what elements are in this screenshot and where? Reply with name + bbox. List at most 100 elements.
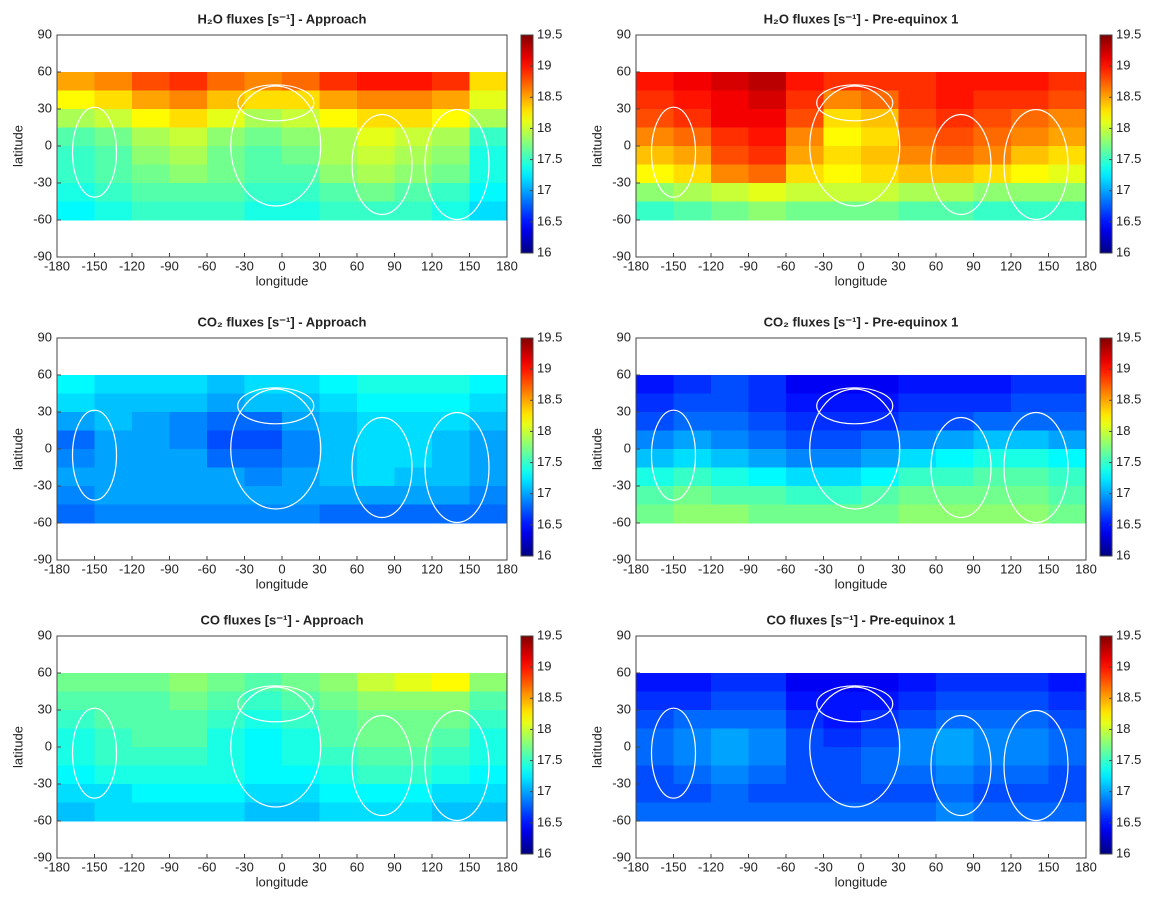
heatmap-cell [132,430,170,450]
heatmap-cell [898,691,937,711]
y-tick-label: -30 [33,174,52,189]
y-tick-label: -90 [33,248,52,263]
heatmap-cell [1011,486,1049,505]
heatmap-cell [94,486,133,505]
heatmap-cell [319,486,358,505]
heatmap-cell [282,183,320,202]
x-tick-label: -30 [814,258,833,273]
heatmap-cell [319,201,358,221]
heatmap-cell [132,802,170,822]
heatmap-cell [1048,728,1087,748]
heatmap-cell [711,747,749,766]
heatmap-cell [207,146,245,165]
heatmap-cell [469,728,508,748]
heatmap-cell [432,90,470,110]
heatmap-cell [898,146,937,165]
heatmap-cell [432,765,470,785]
heatmap-cell [748,802,787,822]
colorbar-tick-label: 19 [537,58,551,73]
heatmap-cell [244,412,283,431]
heatmap-cell [169,728,208,748]
heatmap-cell [786,90,824,110]
heatmap-cell [57,90,95,110]
x-tick-label: -90 [739,561,758,576]
x-tick-label: 60 [929,859,943,874]
colorbar-tick-label: 18.5 [537,392,562,407]
colorbar-tick-label: 16.5 [1116,213,1141,228]
heatmap-cell [94,430,133,450]
heatmap-cell [132,747,170,766]
heatmap-cell [673,486,712,505]
colorbar-tick-label: 19.5 [537,26,562,41]
heatmap-cell [394,412,433,431]
colorbar-tick-label: 16.5 [537,814,562,829]
x-tick-label: 90 [966,561,980,576]
heatmap-cell [94,109,133,128]
heatmap-cell [973,765,1012,785]
heatmap-cell [319,72,358,91]
colorbar-tick-label: 16.5 [537,516,562,531]
heatmap-cell [748,430,787,450]
x-tick-label: 0 [857,561,864,576]
contour [71,707,118,799]
heatmap-cell [319,183,358,202]
heatmap-cell [244,784,283,803]
heatmap-cell [898,201,937,221]
heatmap-cell [1048,802,1087,822]
heatmap-cell [132,728,170,748]
colorbar-tick-label: 17 [537,182,551,197]
contour [237,387,315,425]
title: CO fluxes [s⁻¹] - Pre-equinox 1 [767,612,956,627]
heatmap-cell [973,747,1012,766]
x-tick-label: -90 [739,258,758,273]
heatmap-cell [861,430,899,450]
heatmap-cell [861,127,899,147]
heatmap-cell [973,802,1012,822]
heatmap-cell [1011,802,1049,822]
heatmap-cell [207,728,245,748]
heatmap-cell [636,728,674,748]
heatmap-cell [132,486,170,505]
colorbar-tick-label: 17 [1116,485,1130,500]
heatmap-cell [469,430,508,450]
title: H₂O fluxes [s⁻¹] - Pre-equinox 1 [764,11,959,26]
heatmap-cell [357,183,395,202]
colorbar-tick-label: 17 [1116,783,1130,798]
heatmap-cell [936,504,974,524]
heatmap-cell [1011,201,1049,221]
heatmap-cell [786,183,824,202]
x-tick-label: -180 [44,561,70,576]
heatmap-cell [936,164,974,184]
heatmap-cell [94,728,133,748]
heatmap-cell [823,393,862,413]
heatmap-cell [636,802,674,822]
heatmap-cell [711,393,749,413]
heatmap-cell [469,486,508,505]
heatmap-cell [57,127,95,147]
heatmap-cell [823,412,862,431]
heatmap-cell [748,127,787,147]
contour [237,685,315,723]
heatmap-cell [469,673,508,692]
heatmap-cell [936,127,974,147]
heatmap-cell [1048,486,1087,505]
heatmap-cell [711,486,749,505]
y-tick-label: 60 [38,366,52,381]
x-tick-label: 120 [1000,859,1022,874]
heatmap-cell [898,90,937,110]
heatmap-cell [169,802,208,822]
heatmap-cell [898,412,937,431]
heatmap-cell [57,393,95,413]
x-tick-label: 30 [312,561,326,576]
heatmap-cell [1048,393,1087,413]
heatmap-cell [169,164,208,184]
heatmap-cell [748,765,787,785]
heatmap-cell [94,673,133,692]
x-tick-label: -180 [44,258,70,273]
heatmap-cell [394,90,433,110]
contour [809,686,901,808]
heatmap-cell [94,412,133,431]
heatmap-cell [169,109,208,128]
heatmap-cell [469,201,508,221]
heatmap-cell [169,747,208,766]
